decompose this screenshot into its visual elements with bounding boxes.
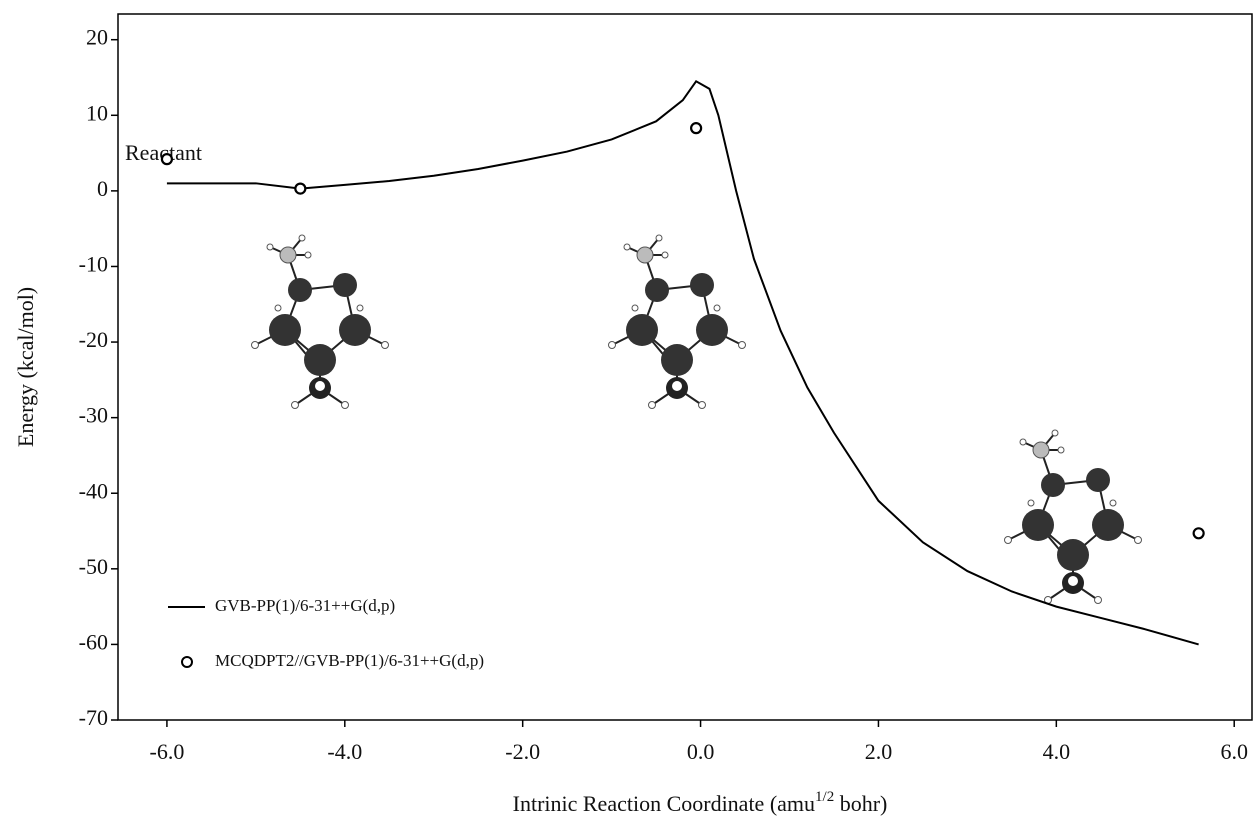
y-tick-label: -30 — [79, 403, 108, 428]
molecule — [252, 235, 389, 409]
y-tick-label: -50 — [79, 554, 108, 579]
data-point — [162, 154, 172, 164]
chart: Energy (kcal/mol) Intrinic Reaction Coor… — [0, 0, 1260, 827]
page: Energy (kcal/mol) Intrinic Reaction Coor… — [0, 0, 1260, 827]
legend-marker — [182, 657, 192, 667]
data-point — [1194, 528, 1204, 538]
x-tick-label: -6.0 — [150, 739, 185, 764]
data-point — [691, 123, 701, 133]
x-tick-label: -4.0 — [327, 739, 362, 764]
y-tick-label: -40 — [79, 478, 108, 503]
y-tick-label: 0 — [97, 176, 108, 201]
x-label-part: Intrinic Reaction Coordinate (amu — [513, 791, 815, 816]
x-tick-label: 6.0 — [1220, 739, 1248, 764]
x-axis-label: Intrinic Reaction Coordinate (amu1/2 boh… — [513, 789, 888, 816]
x-tick-label: 0.0 — [687, 739, 715, 764]
molecule — [609, 235, 746, 409]
x-label-part: bohr) — [834, 791, 887, 816]
x-tick-label: -2.0 — [505, 739, 540, 764]
legend-label: GVB-PP(1)/6-31++G(d,p) — [215, 596, 395, 615]
y-tick-label: -20 — [79, 327, 108, 352]
y-axis-label: Energy (kcal/mol) — [13, 287, 38, 447]
x-label-sup: 1/2 — [815, 789, 834, 805]
y-tick-label: -10 — [79, 252, 108, 277]
legend-label: MCQDPT2//GVB-PP(1)/6-31++G(d,p) — [215, 651, 484, 670]
y-tick-label: -70 — [79, 705, 108, 730]
data-point — [295, 184, 305, 194]
y-tick-label: 20 — [86, 25, 108, 50]
y-tick-label: 10 — [86, 100, 108, 125]
molecule — [1005, 430, 1142, 604]
x-tick-label: 4.0 — [1043, 739, 1071, 764]
y-tick-label: -60 — [79, 629, 108, 654]
x-tick-label: 2.0 — [865, 739, 893, 764]
